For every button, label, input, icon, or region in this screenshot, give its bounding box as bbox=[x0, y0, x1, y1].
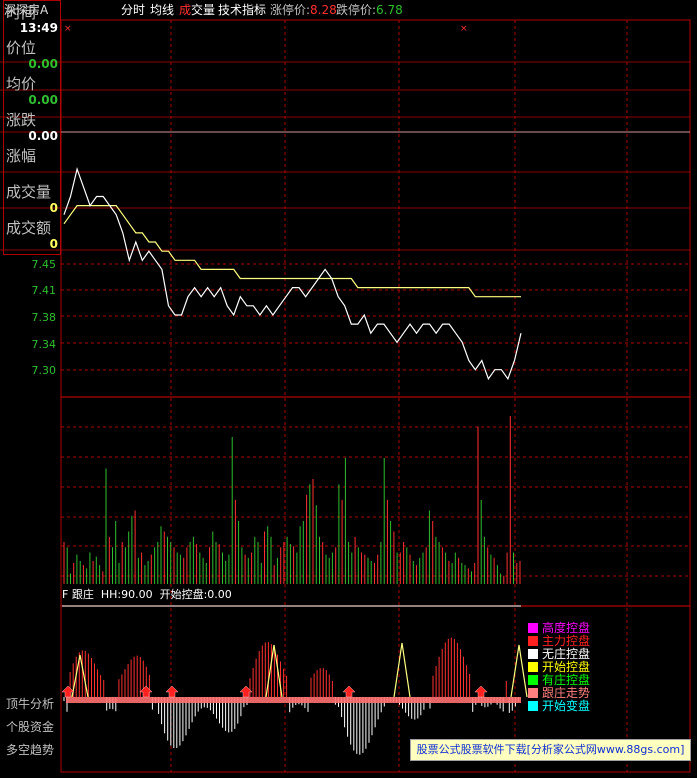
limit-up-label: 涨停价: bbox=[270, 3, 311, 17]
menu-ma[interactable]: 均线 bbox=[150, 3, 175, 17]
legend-label: 跟庄走势 bbox=[542, 686, 591, 700]
buy-signal-icon bbox=[239, 685, 253, 698]
legend-item: 开始控盘 bbox=[528, 661, 590, 673]
price-tick: 7.38 bbox=[31, 311, 57, 324]
volume-value: 0 bbox=[49, 201, 58, 215]
indicator-spike bbox=[393, 642, 411, 698]
side-button-top-analysis[interactable]: 顶牛分析 bbox=[6, 697, 55, 711]
buy-signal-icon bbox=[342, 685, 356, 698]
price-tick: 7.30 bbox=[31, 364, 57, 377]
legend-swatch bbox=[528, 688, 538, 698]
menu-volume-prefix[interactable]: 成 bbox=[179, 3, 192, 17]
legend-label: 有庄控盘 bbox=[542, 673, 591, 687]
limit-down-value: 6.78 bbox=[376, 3, 403, 17]
indicator-spike bbox=[265, 644, 283, 698]
price-label: 价位 bbox=[6, 39, 37, 57]
menu-minute[interactable]: 分时 bbox=[121, 3, 146, 17]
legend-swatch bbox=[528, 662, 538, 672]
indicator-hh: HH:90.00 bbox=[100, 588, 153, 601]
legend-item: 开始变盘 bbox=[528, 700, 590, 712]
indicator-start: 开始控盘:0.00 bbox=[159, 588, 232, 601]
amount-value: 0 bbox=[49, 237, 58, 251]
menu-tech-indicator[interactable]: 技术指标 bbox=[218, 3, 267, 17]
avg-label: 均价 bbox=[6, 75, 37, 93]
legend-swatch bbox=[528, 675, 538, 685]
legend-label: 开始控盘 bbox=[542, 660, 591, 674]
indicator-spike bbox=[510, 644, 528, 698]
legend-item: 跟庄走势 bbox=[528, 687, 590, 699]
menu-volume[interactable]: 交量 bbox=[191, 3, 216, 17]
limit-up-value: 8.28 bbox=[310, 3, 337, 17]
legend-swatch bbox=[528, 636, 538, 646]
buy-signal-icon bbox=[165, 685, 179, 698]
legend-swatch bbox=[528, 701, 538, 711]
stock-name[interactable]: 深深房A bbox=[4, 3, 49, 17]
time-value: 13:49 bbox=[19, 21, 58, 35]
legend-label: 开始变盘 bbox=[542, 699, 591, 713]
avg-price-line bbox=[63, 205, 521, 298]
time-label: 时间 bbox=[6, 4, 37, 22]
indicator-name[interactable]: F 跟庄 bbox=[62, 588, 94, 601]
price-tick: 7.45 bbox=[31, 258, 57, 271]
price-tick: 7.34 bbox=[31, 338, 57, 351]
limit-down-label: 跌停价: bbox=[336, 3, 377, 17]
price-value: 0.00 bbox=[28, 57, 58, 71]
legend-swatch bbox=[528, 623, 538, 633]
legend-item: 无庄控盘 bbox=[528, 648, 590, 660]
cross-marker-icon: × bbox=[460, 24, 468, 34]
buy-signal-icon bbox=[139, 685, 153, 698]
legend-swatch bbox=[528, 649, 538, 659]
legend-label: 主力控盘 bbox=[542, 634, 591, 648]
legend-label: 无庄控盘 bbox=[542, 647, 591, 661]
side-button-capital-flow[interactable]: 个股资金 bbox=[6, 720, 55, 734]
avg-value: 0.00 bbox=[28, 93, 58, 107]
amount-label: 成交额 bbox=[6, 219, 52, 237]
ad-banner-link[interactable]: 股票公式股票软件下载[分析家公式网www.88gs.com] bbox=[410, 739, 691, 761]
pct-label: 涨幅 bbox=[6, 147, 37, 165]
buy-signal-icon bbox=[474, 685, 488, 698]
volume-label: 成交量 bbox=[6, 183, 52, 201]
side-button-trend[interactable]: 多空趋势 bbox=[6, 743, 55, 757]
legend-item: 高度控盘 bbox=[528, 622, 590, 634]
trend-band bbox=[66, 697, 521, 703]
indicator-spike bbox=[71, 654, 89, 698]
price-tick: 7.41 bbox=[31, 284, 57, 297]
legend-item: 主力控盘 bbox=[528, 635, 590, 647]
cross-marker-icon: × bbox=[64, 24, 72, 34]
buy-signal-icon bbox=[61, 685, 75, 698]
chart-border bbox=[60, 19, 691, 773]
legend-item: 有庄控盘 bbox=[528, 674, 590, 686]
change-label: 涨跌 bbox=[6, 111, 37, 129]
indicator-header: F 跟庄 HH:90.00 开始控盘:0.00 bbox=[62, 586, 232, 602]
change-value: 0.00 bbox=[28, 129, 58, 143]
price-line bbox=[63, 167, 522, 381]
chart-header: 深深房A 分时 均线 成 交量 技术指标 涨停价: 8.28 跌停价: 6.78 bbox=[0, 0, 697, 20]
info-panel: 时间 13:49 价位 0.00 均价 0.00 涨跌 0.00 涨幅 成交量 … bbox=[3, 0, 61, 255]
legend-label: 高度控盘 bbox=[542, 621, 591, 635]
